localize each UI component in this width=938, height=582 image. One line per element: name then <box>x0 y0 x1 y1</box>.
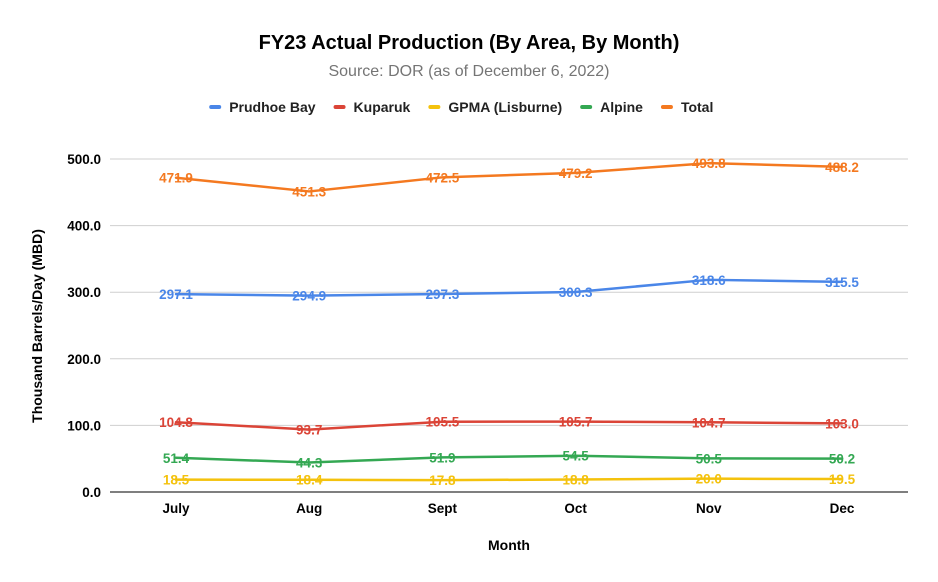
data-label-total: 471.9 <box>159 171 193 186</box>
legend-item-gpma-lisburne: GPMA (Lisburne) <box>428 99 562 115</box>
data-label-kuparuk: 105.7 <box>559 415 593 430</box>
series-line-prudhoe-bay <box>174 278 844 297</box>
data-label-prudhoe-bay: 297.1 <box>159 287 193 302</box>
legend-marker <box>580 105 593 109</box>
x-tick-label: July <box>162 501 190 516</box>
legend-label: Alpine <box>600 99 643 115</box>
data-label-alpine: 51.4 <box>163 451 190 466</box>
y-axis-ticks: 0.0 100.0 200.0 300.0 400.0 500.0 <box>67 152 101 500</box>
legend-marker <box>660 105 673 109</box>
data-label-prudhoe-bay: 297.3 <box>426 287 460 302</box>
legend-marker <box>333 105 346 109</box>
legend-label: Prudhoe Bay <box>229 99 316 115</box>
data-label-gpma-lisburne: 17.8 <box>429 473 456 488</box>
legend-label: Kuparuk <box>354 99 411 115</box>
x-tick-label: Oct <box>564 501 587 516</box>
data-label-alpine: 54.5 <box>562 449 589 464</box>
data-label-alpine: 44.3 <box>296 455 323 470</box>
data-label-kuparuk: 105.5 <box>426 415 460 430</box>
series-line-alpine <box>174 454 844 464</box>
data-label-gpma-lisburne: 18.4 <box>296 473 323 488</box>
y-tick-label: 100.0 <box>67 418 101 433</box>
chart-subtitle: Source: DOR (as of December 6, 2022) <box>328 63 609 80</box>
data-label-kuparuk: 103.0 <box>825 416 859 431</box>
data-label-alpine: 51.9 <box>429 450 455 465</box>
y-tick-label: 300.0 <box>67 285 101 300</box>
data-label-prudhoe-bay: 294.9 <box>292 289 326 304</box>
data-label-kuparuk: 104.8 <box>159 415 193 430</box>
data-label-kuparuk: 93.7 <box>296 423 322 438</box>
data-labels: 297.1 294.9 297.3 300.3 318.6 315.5 104.8 93.7 1… <box>159 156 859 488</box>
legend-label: Total <box>681 99 713 115</box>
data-label-total: 472.5 <box>426 170 460 185</box>
data-label-alpine: 50.2 <box>829 452 855 467</box>
legend-marker <box>209 105 222 109</box>
legend-item-alpine: Alpine <box>580 99 643 115</box>
series-line-gpma-lisburne <box>174 477 844 482</box>
x-tick-label: Aug <box>296 501 322 516</box>
legend-item-kuparuk: Kuparuk <box>333 99 411 115</box>
data-label-prudhoe-bay: 300.3 <box>559 285 593 300</box>
data-label-gpma-lisburne: 19.5 <box>829 472 856 487</box>
data-label-total: 493.8 <box>692 156 726 171</box>
data-label-alpine: 50.5 <box>696 451 723 466</box>
data-label-kuparuk: 104.7 <box>692 415 726 430</box>
gridlines <box>110 158 908 493</box>
data-label-gpma-lisburne: 18.5 <box>163 473 190 488</box>
legend-item-total: Total <box>660 99 713 115</box>
y-axis-title: Thousand Barrels/Day (MBD) <box>29 229 45 423</box>
legend-item-prudhoe-bay: Prudhoe Bay <box>209 99 316 115</box>
y-tick-label: 200.0 <box>67 352 101 367</box>
series-line-total <box>174 161 844 193</box>
y-tick-label: 400.0 <box>67 219 101 234</box>
data-label-prudhoe-bay: 318.6 <box>692 273 726 288</box>
data-label-gpma-lisburne: 18.8 <box>562 472 589 487</box>
data-label-total: 451.3 <box>292 184 326 199</box>
x-axis-ticks: July Aug Sept Oct Nov Dec <box>162 501 854 516</box>
chart-title: FY23 Actual Production (By Area, By Mont… <box>259 32 680 54</box>
legend-label: GPMA (Lisburne) <box>448 99 562 115</box>
y-tick-label: 0.0 <box>82 485 101 500</box>
data-label-total: 488.2 <box>825 160 859 175</box>
y-tick-label: 500.0 <box>67 152 101 167</box>
x-tick-label: Dec <box>830 501 855 516</box>
data-label-prudhoe-bay: 315.5 <box>825 275 859 290</box>
data-label-total: 479.2 <box>559 166 593 181</box>
series-lines <box>174 161 844 482</box>
x-axis-title: Month <box>488 537 530 553</box>
x-tick-label: Sept <box>428 501 458 516</box>
data-label-gpma-lisburne: 20.0 <box>696 472 722 487</box>
legend: Prudhoe Bay Kuparuk GPMA (Lisburne) Alpine T… <box>209 99 713 115</box>
x-tick-label: Nov <box>696 501 722 516</box>
series-line-kuparuk <box>174 420 844 431</box>
legend-marker <box>428 105 441 109</box>
